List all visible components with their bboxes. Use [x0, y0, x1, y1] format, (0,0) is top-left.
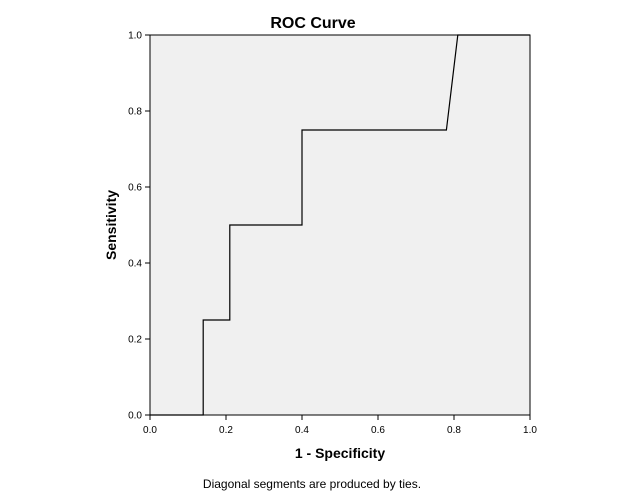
y-tick-label: 0.0: [128, 411, 142, 422]
chart-title: ROC Curve: [270, 15, 355, 32]
x-tick-label: 0.8: [447, 425, 461, 436]
x-tick-label: 0.6: [371, 425, 385, 436]
y-tick-label: 1.0: [128, 31, 142, 42]
y-axis-label: Sensitivity: [103, 190, 119, 260]
x-tick-label: 1.0: [523, 425, 537, 436]
chart-footnote: Diagonal segments are produced by ties.: [203, 477, 421, 491]
x-tick-label: 0.4: [295, 425, 309, 436]
y-tick-label: 0.4: [128, 259, 142, 270]
y-tick-label: 0.8: [128, 107, 142, 118]
roc-curve-line: [150, 34, 530, 416]
x-axis-label: 1 - Specificity: [295, 445, 385, 461]
x-axis-ticks: 0.0 0.2 0.4 0.6 0.8 1.0: [143, 415, 537, 436]
x-tick-label: 0.0: [143, 425, 157, 436]
y-axis-ticks: 0.0 0.2 0.4 0.6 0.8 1.0: [128, 31, 150, 422]
y-tick-label: 0.6: [128, 183, 142, 194]
plot-area: [149, 34, 531, 416]
x-tick-label: 0.2: [219, 425, 233, 436]
y-tick-label: 0.2: [128, 335, 142, 346]
